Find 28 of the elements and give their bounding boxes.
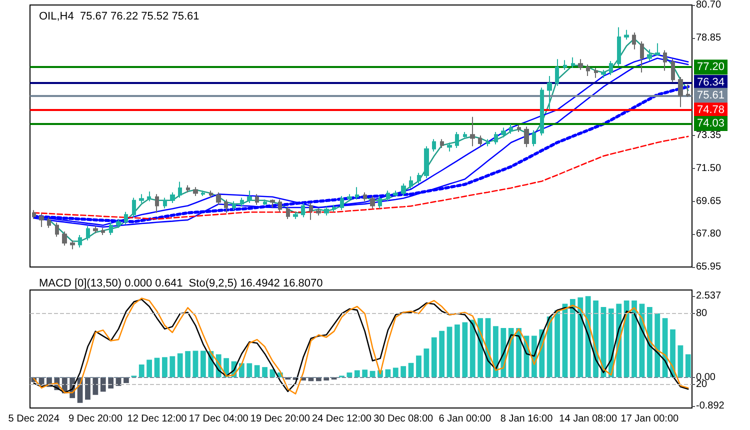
ref-line-label: 77.20: [697, 61, 725, 74]
x-tick-label: 17 Jan 00:00: [620, 414, 680, 424]
text: OIL,H4 75.67 76.22 75.52 75.61: [39, 10, 200, 22]
y2-tick-label: 80: [696, 308, 708, 320]
y-tick-label: 67.80: [696, 228, 722, 240]
y-tick-label: 69.65: [696, 196, 722, 207]
x-tick-label: 8 Jan 16:00: [500, 414, 554, 424]
x-tick-label: 24 Dec 12:00: [312, 414, 372, 424]
x-tick-label: 9 Dec 20:00: [68, 414, 123, 424]
ref-line-label: 75.61: [697, 89, 725, 102]
y-tick-label: 65.95: [696, 262, 722, 272]
x-tick-label: 19 Dec 20:00: [250, 414, 310, 424]
ref-line-label: 76.34: [697, 76, 725, 88]
y-tick-label: 73.35: [696, 130, 722, 142]
x-tick-label: 5 Dec 2024: [8, 414, 60, 424]
chart-title: MACD [0](13,50) 0.000 0.641 Sto(9,2,5) 16.4942 16.8070: [39, 278, 323, 290]
x-tick-label: 14 Jan 08:00: [559, 414, 618, 424]
x-tick-label: 6 Jan 00:00: [438, 414, 492, 424]
y-tick-label: 80.70: [696, 0, 722, 10]
ref-line-label: 74.78: [697, 104, 725, 116]
y-tick-label: 78.85: [696, 32, 722, 44]
x-tick-label: 12 Dec 12:00: [127, 414, 188, 424]
x-tick-label: 17 Dec 04:00: [188, 414, 249, 424]
ref-line-label: 74.03: [697, 117, 725, 130]
y-tick-label: 2.537: [696, 290, 722, 302]
y-tick-label: -0.892: [696, 400, 725, 412]
y-tick-label: 71.50: [696, 162, 722, 174]
x-tick-label: 30 Dec 08:00: [374, 414, 434, 424]
